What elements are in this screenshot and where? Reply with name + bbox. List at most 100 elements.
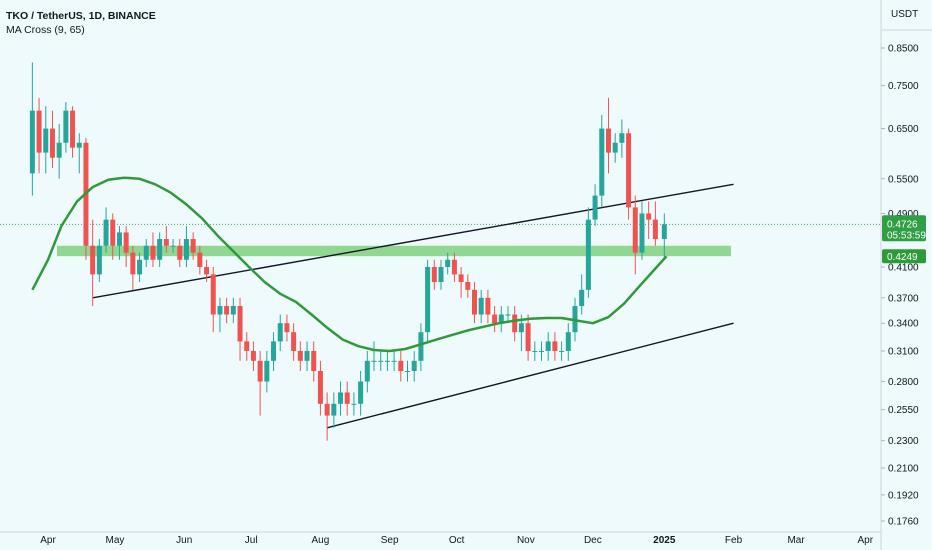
candle[interactable] xyxy=(170,239,176,253)
candle[interactable] xyxy=(438,259,444,290)
lower-trendline[interactable] xyxy=(326,322,734,429)
candle[interactable] xyxy=(525,314,531,361)
candle[interactable] xyxy=(646,201,652,240)
candle[interactable] xyxy=(157,232,163,267)
time-axis[interactable]: Apr May Jun Jul Aug Sep Oct Nov Dec 2025 Feb Mar Apr xyxy=(40,535,874,546)
candle[interactable] xyxy=(257,350,263,416)
candle[interactable] xyxy=(559,341,565,361)
candle[interactable] xyxy=(472,282,478,324)
candle[interactable] xyxy=(76,133,82,174)
candle[interactable] xyxy=(143,239,149,267)
candle[interactable] xyxy=(338,381,344,416)
symbol-title[interactable]: TKO / TetherUS, 1D, BINANCE xyxy=(6,10,156,22)
candle[interactable] xyxy=(237,297,243,361)
candle[interactable] xyxy=(585,207,591,298)
candle[interactable] xyxy=(599,115,605,208)
candle[interactable] xyxy=(458,266,464,298)
ma-value-label[interactable]: 0.4249 xyxy=(882,249,926,264)
candle[interactable] xyxy=(505,306,511,324)
candle[interactable] xyxy=(271,332,277,371)
candle[interactable] xyxy=(204,259,210,283)
candle[interactable] xyxy=(485,289,491,324)
candle[interactable] xyxy=(123,225,129,267)
candle[interactable] xyxy=(29,62,35,196)
candle[interactable] xyxy=(150,232,156,267)
candle[interactable] xyxy=(344,381,350,416)
candle[interactable] xyxy=(210,266,216,333)
candle[interactable] xyxy=(545,332,551,361)
candle[interactable] xyxy=(552,332,558,361)
candle[interactable] xyxy=(451,252,457,283)
candle[interactable] xyxy=(224,297,230,324)
candle[interactable] xyxy=(626,128,632,220)
candle[interactable] xyxy=(277,314,283,351)
candle[interactable] xyxy=(532,341,538,361)
candle[interactable] xyxy=(579,274,585,315)
candle[interactable] xyxy=(130,245,136,290)
study-label[interactable]: MA Cross (9, 65) xyxy=(6,24,85,36)
candle[interactable] xyxy=(592,184,598,226)
candle[interactable] xyxy=(291,323,297,361)
candle[interactable] xyxy=(250,341,256,371)
candle[interactable] xyxy=(418,323,424,371)
candle[interactable] xyxy=(445,252,451,275)
candle[interactable] xyxy=(612,133,618,163)
candle[interactable] xyxy=(116,225,122,260)
candle[interactable] xyxy=(230,297,236,324)
ma-line[interactable] xyxy=(31,176,668,353)
candle[interactable] xyxy=(284,314,290,342)
candle[interactable] xyxy=(83,137,89,260)
candle[interactable] xyxy=(63,102,69,153)
candle[interactable] xyxy=(364,350,370,393)
candle[interactable] xyxy=(378,350,384,371)
candle[interactable] xyxy=(619,119,625,158)
candle[interactable] xyxy=(565,323,571,361)
candle[interactable] xyxy=(110,213,116,260)
currency-label[interactable]: USDT xyxy=(891,9,918,20)
candle[interactable] xyxy=(197,245,203,275)
candle[interactable] xyxy=(405,360,411,382)
candle[interactable] xyxy=(431,259,437,290)
candle[interactable] xyxy=(371,341,377,371)
candle[interactable] xyxy=(331,392,337,428)
candle[interactable] xyxy=(56,123,62,179)
candle[interactable] xyxy=(492,306,498,333)
candle[interactable] xyxy=(639,201,645,260)
candle[interactable] xyxy=(304,341,310,371)
candle[interactable] xyxy=(103,207,109,253)
candle[interactable] xyxy=(411,350,417,382)
candle[interactable] xyxy=(324,392,330,441)
candle[interactable] xyxy=(244,332,250,361)
candle[interactable] xyxy=(512,306,518,342)
candle[interactable] xyxy=(465,274,471,298)
candle[interactable] xyxy=(311,341,317,382)
candle[interactable] xyxy=(183,225,189,267)
candle[interactable] xyxy=(661,213,667,260)
candle[interactable] xyxy=(605,97,611,174)
candle[interactable] xyxy=(190,232,196,260)
candle[interactable] xyxy=(652,201,658,246)
candle[interactable] xyxy=(96,239,102,283)
candle[interactable] xyxy=(538,341,544,361)
price-axis[interactable]: USDT 0.8500 0.7500 0.6500 0.5500 0.4900 0.4100… xyxy=(881,9,932,528)
candle[interactable] xyxy=(398,350,404,382)
candle[interactable] xyxy=(358,370,364,416)
candle[interactable] xyxy=(478,289,484,324)
candle[interactable] xyxy=(49,110,55,169)
candle[interactable] xyxy=(317,360,323,416)
candle[interactable] xyxy=(264,350,270,393)
support-zone[interactable] xyxy=(57,245,731,257)
candle[interactable] xyxy=(177,239,183,267)
candle[interactable] xyxy=(632,195,638,275)
candle[interactable] xyxy=(498,306,504,333)
candle[interactable] xyxy=(425,259,431,342)
candle[interactable] xyxy=(384,350,390,371)
candle[interactable] xyxy=(351,392,357,416)
candle[interactable] xyxy=(43,106,49,174)
candle[interactable] xyxy=(297,341,303,371)
candle[interactable] xyxy=(217,297,223,333)
candle[interactable] xyxy=(163,225,169,253)
candle[interactable] xyxy=(36,97,42,174)
